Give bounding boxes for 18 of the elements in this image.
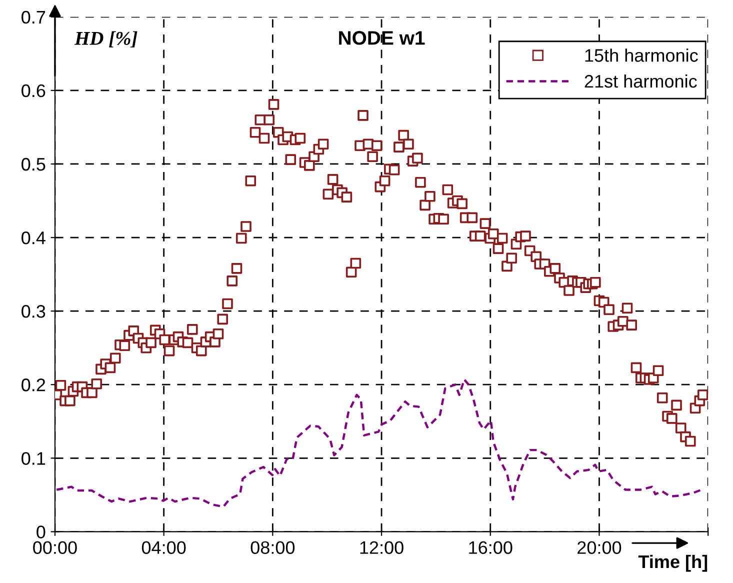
x-tick-label: 04:00 (142, 541, 186, 554)
x-axis-title: Time [h] (638, 554, 708, 572)
y-tick-label: 0.4 (22, 231, 46, 244)
y-tick-label: 0.3 (22, 305, 46, 318)
y-tick-label: 0.7 (22, 10, 46, 24)
legend-label: 15th harmonic (585, 48, 698, 62)
y-tick-label: 0.2 (22, 378, 46, 392)
y-axis-title: HD [%] (74, 31, 138, 48)
y-tick-label: 0 (36, 526, 46, 538)
y-tick-label: 0.6 (22, 84, 46, 98)
x-tick-label: 08:00 (250, 541, 295, 554)
x-tick-label: 16:00 (469, 541, 512, 554)
x-tick-label: 20:00 (578, 541, 622, 554)
x-tick-label: 00:00 (33, 541, 77, 554)
legend-label: 21st harmonic (584, 74, 697, 88)
y-tick-label: 0.1 (22, 452, 46, 465)
y-tick-label: 0.5 (22, 158, 46, 171)
x-tick-label: 12:00 (360, 541, 404, 554)
